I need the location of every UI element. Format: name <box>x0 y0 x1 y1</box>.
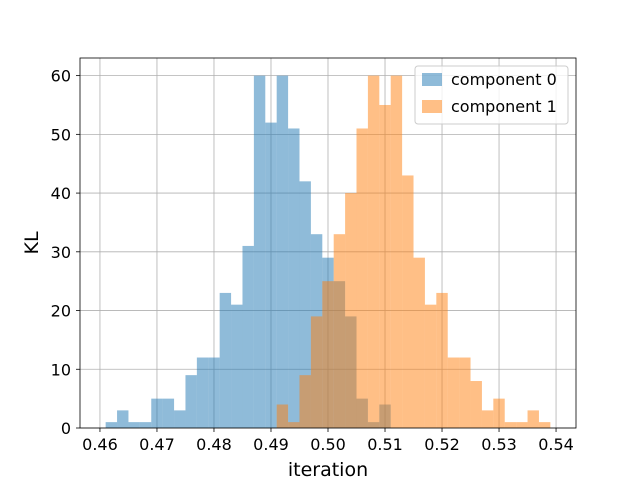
x-tick-label: 0.50 <box>310 435 346 454</box>
histogram-bar-series-1 <box>516 422 528 428</box>
y-tick-label: 0 <box>61 419 71 438</box>
histogram-bar-series-0 <box>276 75 289 428</box>
histogram-bar-series-0 <box>208 357 220 428</box>
y-tick-label: 30 <box>51 243 71 262</box>
y-tick-label: 60 <box>51 67 71 86</box>
histogram-bar-series-1 <box>299 375 311 428</box>
legend-swatch <box>422 100 442 113</box>
histogram-bar-series-0 <box>196 357 209 428</box>
x-tick-label: 0.51 <box>367 435 403 454</box>
histogram-bar-series-0 <box>242 245 254 428</box>
histogram-bar-series-1 <box>538 422 551 428</box>
y-tick-label: 10 <box>51 360 71 379</box>
histogram-bar-series-0 <box>162 398 175 428</box>
histogram-bar-series-1 <box>504 422 517 428</box>
histogram-bar-series-1 <box>493 398 505 428</box>
histogram-bar-series-1 <box>481 410 494 428</box>
legend-label: component 1 <box>451 97 557 116</box>
histogram-bar-series-1 <box>276 404 289 428</box>
histogram-bar-series-0 <box>139 422 152 428</box>
x-tick-label: 0.52 <box>424 435 460 454</box>
histogram-bar-series-0 <box>231 304 243 428</box>
histogram-bar-series-1 <box>288 422 300 428</box>
histogram-bar-series-1 <box>390 75 403 428</box>
histogram-bar-series-0 <box>151 398 163 428</box>
y-tick-label: 50 <box>51 125 71 144</box>
x-tick-label: 0.53 <box>481 435 517 454</box>
histogram-bar-series-0 <box>117 410 129 428</box>
histogram-bar-series-1 <box>470 381 482 428</box>
histogram-bars <box>105 75 551 428</box>
histogram-bar-series-0 <box>265 122 277 428</box>
histogram-bar-series-1 <box>310 316 323 428</box>
histogram-bar-series-1 <box>424 304 437 428</box>
histogram-bar-series-1 <box>459 357 471 428</box>
axis-ticks: 0.46 0.47 0.48 0.49 0.50 0.51 0.52 0.53 0.54 0 10 2… <box>51 67 574 454</box>
x-tick-label: 0.48 <box>196 435 232 454</box>
histogram-bar-series-0 <box>105 422 118 428</box>
histogram-bar-series-1 <box>322 281 334 428</box>
y-tick-label: 40 <box>51 184 71 203</box>
histogram-bar-series-0 <box>174 410 186 428</box>
histogram-bar-series-0 <box>185 375 197 428</box>
histogram-bar-series-0 <box>253 75 266 428</box>
histogram-bar-series-1 <box>527 410 539 428</box>
histogram-bar-series-1 <box>413 257 425 428</box>
histogram-bar-series-0 <box>128 422 140 428</box>
y-tick-label: 20 <box>51 302 71 321</box>
x-axis-label: iteration <box>288 459 368 480</box>
x-tick-label: 0.47 <box>139 435 175 454</box>
histogram-bar-series-0 <box>219 292 232 428</box>
legend-label: component 0 <box>451 70 557 89</box>
legend-box <box>414 65 569 125</box>
y-axis-label: KL <box>21 231 43 254</box>
histogram-bar-series-1 <box>345 193 357 428</box>
x-tick-label: 0.49 <box>253 435 289 454</box>
histogram-bar-series-0 <box>299 181 311 428</box>
x-tick-label: 0.46 <box>82 435 118 454</box>
legend: component 0 component 1 <box>414 65 569 125</box>
x-tick-label: 0.54 <box>538 435 574 454</box>
histogram-bar-series-1 <box>436 292 448 428</box>
histogram-bar-series-1 <box>379 104 391 428</box>
histogram-bar-series-1 <box>333 234 346 428</box>
histogram-bar-series-1 <box>447 357 460 428</box>
histogram-bar-series-1 <box>356 128 368 428</box>
histogram-bar-series-1 <box>367 75 380 428</box>
histogram-bar-series-1 <box>402 175 414 428</box>
legend-swatch <box>422 73 442 86</box>
histogram-bar-series-0 <box>288 128 300 428</box>
